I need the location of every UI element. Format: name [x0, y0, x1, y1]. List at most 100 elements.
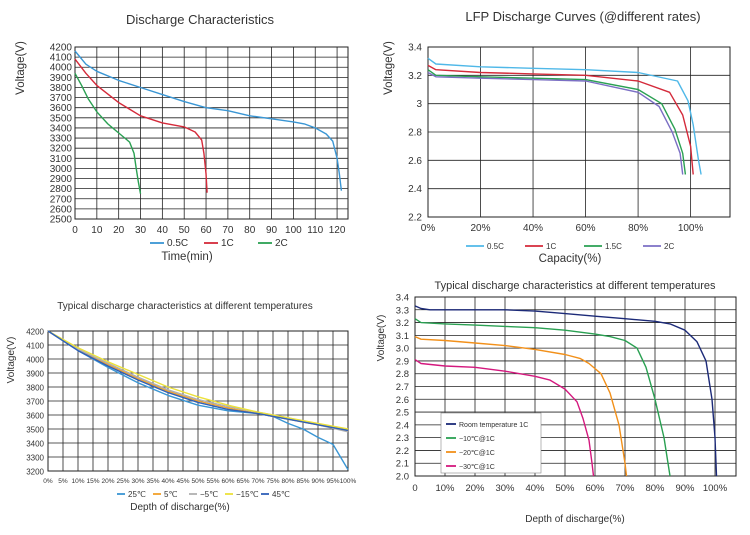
x-tick-label: 90	[266, 225, 278, 236]
y-tick-label: 3900	[50, 73, 73, 84]
x-tick-label: 55%	[206, 478, 219, 485]
y-tick-label: 3300	[26, 454, 44, 463]
chart-1: Discharge Characteristics 420041004000390…	[15, 12, 349, 263]
y-tick-label: 2.7	[396, 382, 409, 393]
series-line-4	[414, 359, 595, 477]
legend-label: 0.5C	[167, 238, 188, 249]
y-tick-label: 4000	[26, 356, 44, 365]
chart-title: Typical discharge characteristics at dif…	[57, 301, 313, 312]
x-tick-label: 30	[135, 225, 147, 236]
chart-title: LFP Discharge Curves (@different rates)	[465, 9, 700, 24]
legend-label: −10℃@1C	[459, 436, 495, 443]
x-tick-label: 40	[157, 225, 169, 236]
x-tick-label: 15%	[86, 478, 99, 485]
y-tick-label: 2.4	[408, 184, 422, 195]
x-tick-label: 10	[91, 225, 103, 236]
y-axis-label: Voltage(V)	[383, 41, 395, 95]
x-tick-label: 10%	[71, 478, 84, 485]
x-tick-label: 20%	[471, 223, 491, 234]
y-tick-label: 2500	[50, 215, 73, 226]
x-tick-label: 45%	[176, 478, 189, 485]
x-tick-label: 0	[72, 225, 78, 236]
x-tick-label: 35%	[146, 478, 159, 485]
y-tick-label: 2.6	[396, 395, 409, 406]
x-tick-label: 65%	[236, 478, 249, 485]
y-tick-label: 3500	[26, 426, 44, 435]
series-line-5	[47, 330, 349, 432]
legend-label: −20℃@1C	[459, 450, 495, 457]
y-tick-label: 4100	[26, 342, 44, 351]
series-line-4	[47, 330, 349, 430]
x-tick-label: 60	[200, 225, 212, 236]
plot-frame	[414, 296, 737, 477]
x-tick-label: 20	[113, 225, 125, 236]
x-tick-label: 30%	[131, 478, 144, 485]
x-tick-label: 80	[244, 225, 256, 236]
legend-label: −30℃@1C	[459, 464, 495, 471]
x-tick-label: 90%	[311, 478, 324, 485]
x-tick-label: 40%	[525, 483, 545, 494]
y-tick-label: 3800	[50, 83, 73, 94]
series-line-2	[74, 58, 208, 193]
y-tick-label: 3700	[50, 93, 73, 104]
legend-label: Room temperature 1C	[459, 422, 528, 429]
legend-label: 25℃	[128, 490, 146, 499]
y-tick-label: 3500	[50, 113, 73, 124]
x-tick-label: 20%	[465, 483, 485, 494]
y-tick-label: 4200	[26, 328, 44, 337]
legend-label: 45℃	[272, 490, 290, 499]
y-tick-label: 2.2	[408, 213, 422, 224]
y-axis-label: Voltage(V)	[6, 337, 17, 384]
x-tick-label: 25%	[116, 478, 129, 485]
series-line-3	[427, 69, 687, 175]
x-tick-label: 75%	[266, 478, 279, 485]
chart-title: Discharge Characteristics	[126, 12, 275, 27]
y-tick-label: 2.3	[396, 433, 409, 444]
y-tick-label: 2.0	[396, 472, 409, 483]
legend-label: −15℃	[236, 490, 259, 499]
x-axis-label: Time(min)	[161, 251, 212, 263]
x-tick-label: 100%	[703, 483, 728, 494]
x-tick-label: 95%	[326, 478, 339, 485]
x-tick-label: 0%	[421, 223, 436, 234]
x-tick-label: 70	[222, 225, 234, 236]
chart-4: Typical discharge characteristics at dif…	[376, 280, 737, 525]
y-tick-label: 3.2	[408, 71, 422, 82]
legend-label: 5℃	[164, 490, 177, 499]
y-tick-label: 3300	[50, 134, 73, 145]
x-tick-label: 100%	[678, 223, 704, 234]
series-line-1	[427, 57, 702, 175]
x-axis-label: Depth of discharge(%)	[130, 502, 230, 513]
legend-label: 0.5C	[487, 242, 504, 251]
chart-title: Typical discharge characteristics at dif…	[434, 280, 716, 292]
x-tick-label: 80%	[281, 478, 294, 485]
x-tick-label: 50	[179, 225, 191, 236]
x-axis-label: Capacity(%)	[539, 253, 602, 265]
x-tick-label: 50%	[191, 478, 204, 485]
y-tick-label: 2.9	[396, 356, 409, 367]
x-tick-label: 100	[285, 225, 302, 236]
y-tick-label: 2700	[50, 194, 73, 205]
y-axis-label: Voltage(V)	[376, 315, 387, 362]
x-tick-label: 80%	[628, 223, 648, 234]
x-tick-label: 50%	[555, 483, 575, 494]
y-tick-label: 3.4	[396, 293, 409, 304]
plot-frame	[427, 46, 731, 218]
legend-label: 1C	[546, 242, 556, 251]
x-tick-label: 70%	[251, 478, 264, 485]
x-tick-label: 100%	[340, 478, 357, 485]
x-tick-label: 10%	[435, 483, 455, 494]
x-tick-label: 40%	[161, 478, 174, 485]
y-tick-label: 2.8	[396, 369, 409, 380]
y-tick-label: 2900	[50, 174, 73, 185]
plot-frame	[47, 330, 349, 472]
y-tick-label: 2.8	[408, 128, 422, 139]
y-tick-label: 2.1	[396, 459, 409, 470]
x-tick-label: 5%	[58, 478, 68, 485]
y-tick-label: 4200	[50, 43, 73, 54]
x-tick-label: 110	[307, 225, 323, 236]
x-tick-label: 60%	[576, 223, 596, 234]
y-tick-label: 2600	[50, 204, 73, 215]
y-tick-label: 4100	[50, 53, 73, 64]
